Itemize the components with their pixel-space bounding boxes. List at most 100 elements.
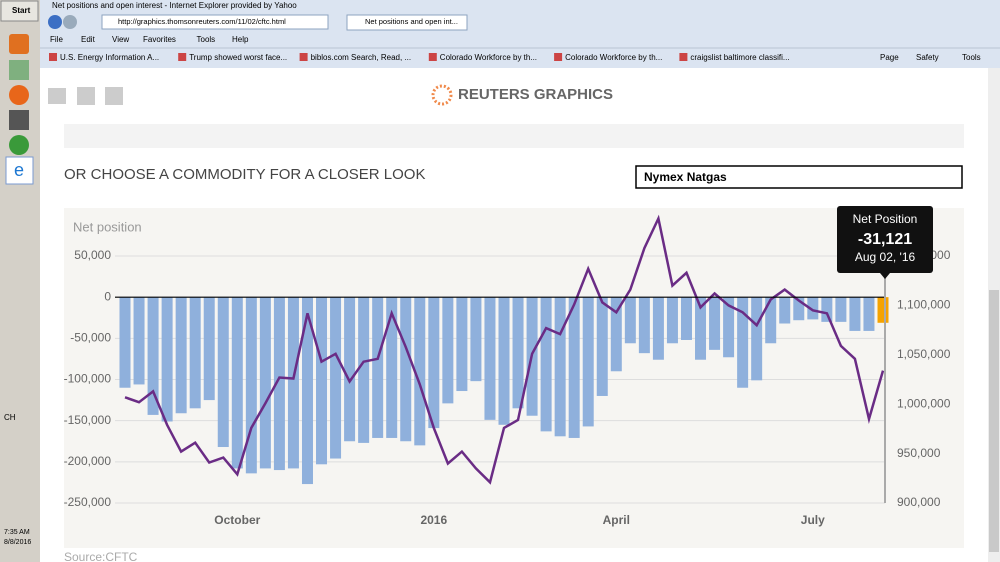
tab[interactable]: [346, 14, 468, 31]
x-tick-label: July: [801, 513, 825, 527]
app-icon[interactable]: [9, 135, 29, 155]
app-icon[interactable]: [9, 34, 29, 54]
bar: [695, 297, 707, 360]
bar: [737, 297, 749, 388]
y2-tick-label: 1,000,000: [897, 396, 951, 410]
bar: [330, 297, 342, 459]
bar: [765, 297, 777, 344]
bar: [189, 297, 201, 409]
ie-icon: e: [14, 160, 24, 180]
browser-chrome: [40, 0, 1000, 68]
bar: [680, 297, 692, 340]
command[interactable]: Page: [880, 53, 899, 62]
app-icon[interactable]: [9, 85, 29, 105]
bar: [498, 297, 510, 425]
app-icon[interactable]: [5, 156, 34, 185]
twitter-icon[interactable]: [77, 87, 95, 105]
menu-item[interactable]: Favorites: [143, 35, 176, 44]
command[interactable]: Safety: [916, 53, 939, 62]
y-tick-label: -50,000: [70, 331, 111, 345]
x-tick-label: 2016: [420, 513, 447, 527]
tooltip-pointer: [880, 273, 890, 279]
bar: [568, 297, 580, 438]
fav-icon: [554, 53, 563, 61]
favorite[interactable]: U.S. Energy Information A...: [60, 53, 159, 62]
start-button[interactable]: [0, 0, 39, 22]
bar: [484, 297, 496, 420]
bar: [358, 297, 370, 443]
app-icon[interactable]: [9, 60, 29, 80]
source: Source:CFTC: [64, 550, 138, 562]
bar: [301, 297, 313, 485]
bar: [119, 297, 131, 388]
favorite[interactable]: Colorado Workforce by th...: [565, 53, 662, 62]
bar: [273, 297, 285, 471]
bar: [540, 297, 552, 432]
forward-button[interactable]: [63, 15, 77, 29]
menu-item[interactable]: View: [112, 35, 129, 44]
favorite[interactable]: biblos.com Search, Read, ...: [311, 53, 412, 62]
y2-tick-label: 1,050,000: [897, 347, 951, 361]
bar: [161, 297, 173, 422]
select-value: Nymex Natgas: [644, 170, 727, 184]
bar: [821, 297, 833, 322]
band: [64, 124, 964, 148]
app-icon[interactable]: [9, 110, 29, 130]
menu-item[interactable]: File: [50, 35, 63, 44]
favorite[interactable]: Trump showed worst face...: [189, 53, 287, 62]
bar: [849, 297, 861, 331]
bar: [203, 297, 215, 401]
address-bar[interactable]: [101, 14, 329, 30]
y-tick-label: -250,000: [64, 495, 112, 509]
x-tick-label: October: [214, 513, 260, 527]
brand: REUTERS GRAPHICS: [458, 86, 613, 103]
bar: [400, 297, 412, 442]
share-icon[interactable]: [48, 88, 66, 104]
date: 8/8/2016: [4, 539, 31, 546]
bar: [442, 297, 454, 404]
bar: [231, 297, 243, 469]
line: [124, 214, 885, 485]
bar: [147, 297, 159, 415]
tooltip-value: -31,121: [858, 231, 912, 248]
bar: [414, 297, 426, 446]
facebook-icon[interactable]: [105, 87, 123, 105]
bar: [807, 297, 819, 320]
fav-icon: [428, 53, 437, 61]
y-tick-label: 0: [104, 289, 111, 303]
bar: [709, 297, 721, 350]
scroll-thumb[interactable]: [989, 290, 999, 552]
bar: [863, 297, 875, 331]
fav-icon: [49, 53, 57, 61]
heading: OR CHOOSE A COMMODITY FOR A CLOSER LOOK: [64, 166, 425, 183]
bar: [554, 297, 566, 437]
fav-icon: [679, 53, 688, 61]
lang: CH: [4, 413, 16, 422]
command[interactable]: Tools: [962, 53, 981, 62]
bar: [217, 297, 229, 448]
commodity-select[interactable]: [635, 165, 963, 189]
menu-item[interactable]: Edit: [81, 35, 96, 44]
tooltip: [837, 206, 933, 273]
fav-icon: [178, 53, 187, 61]
bar: [835, 297, 847, 322]
tooltip-title: Net Position: [853, 212, 918, 226]
y-tick-label: -100,000: [64, 372, 112, 386]
favorite[interactable]: craigslist baltimore classifi...: [690, 53, 789, 62]
bar: [793, 297, 805, 321]
menu-item[interactable]: Tools: [197, 35, 216, 44]
menu-item[interactable]: Help: [232, 35, 249, 44]
bar: [624, 297, 636, 344]
y-tick-label: -200,000: [64, 454, 112, 468]
window-title: Net positions and open interest - Intern…: [52, 1, 297, 10]
bar: [652, 297, 664, 360]
back-button[interactable]: [48, 15, 62, 29]
bar: [372, 297, 384, 438]
bar: [610, 297, 622, 372]
y2-tick-label: 900,000: [897, 495, 941, 509]
tab-title: Net positions and open int...: [365, 17, 458, 26]
favorite[interactable]: Colorado Workforce by th...: [440, 53, 537, 62]
bar: [512, 297, 524, 409]
